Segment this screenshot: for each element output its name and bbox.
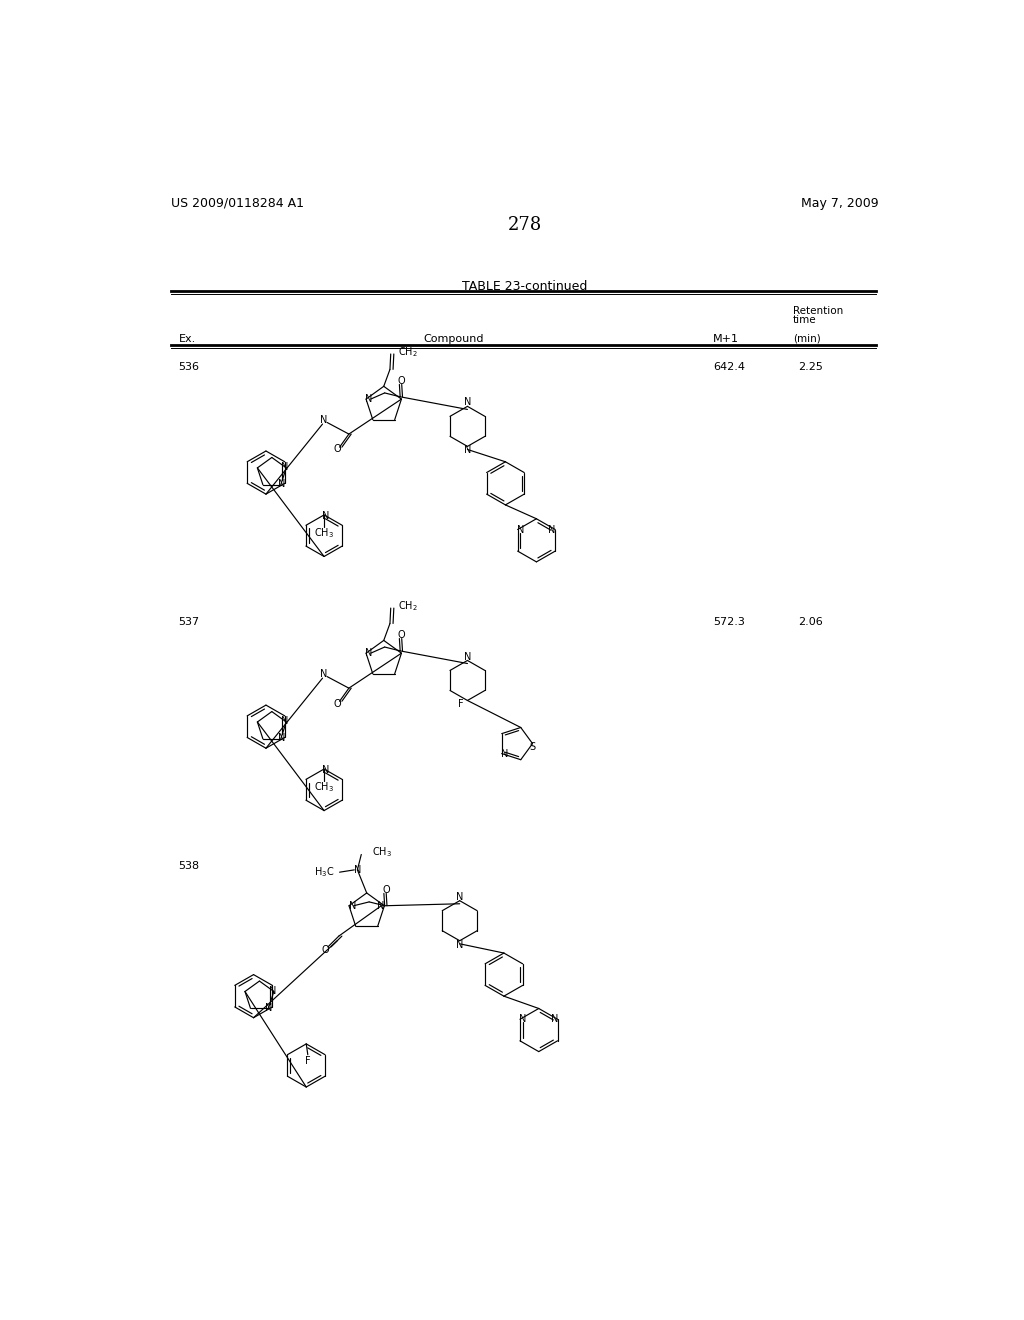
Text: time: time (793, 314, 816, 325)
Text: CH$_3$: CH$_3$ (372, 845, 392, 859)
Text: 536: 536 (178, 363, 200, 372)
Text: N: N (321, 416, 328, 425)
Text: N: N (268, 986, 276, 995)
Text: N: N (549, 524, 556, 535)
Text: O: O (398, 631, 406, 640)
Text: O: O (398, 376, 406, 387)
Text: N: N (551, 1014, 558, 1024)
Text: F: F (459, 700, 464, 709)
Text: O: O (322, 945, 329, 954)
Text: CH$_2$: CH$_2$ (397, 345, 418, 359)
Text: TABLE 23-continued: TABLE 23-continued (462, 280, 588, 293)
Text: N: N (517, 524, 524, 535)
Text: CH$_2$: CH$_2$ (397, 599, 418, 612)
Text: 537: 537 (178, 618, 200, 627)
Text: (min): (min) (793, 334, 820, 345)
Text: Retention: Retention (793, 306, 843, 317)
Text: N: N (321, 669, 328, 680)
Text: N: N (278, 733, 286, 743)
Text: O: O (382, 886, 390, 895)
Text: 278: 278 (508, 216, 542, 234)
Text: N: N (464, 652, 471, 661)
Text: 642.4: 642.4 (713, 363, 745, 372)
Text: May 7, 2009: May 7, 2009 (801, 197, 879, 210)
Text: N: N (519, 1014, 526, 1024)
Text: 538: 538 (178, 861, 200, 871)
Text: N: N (281, 717, 289, 726)
Text: S: S (529, 742, 536, 751)
Text: O: O (334, 445, 341, 454)
Text: N: N (501, 748, 509, 759)
Text: N: N (464, 445, 471, 455)
Text: Ex.: Ex. (178, 334, 196, 345)
Text: N: N (377, 900, 384, 911)
Text: 2.06: 2.06 (799, 618, 823, 627)
Text: M+1: M+1 (713, 334, 739, 345)
Text: O: O (334, 698, 341, 709)
Text: CH$_3$: CH$_3$ (314, 527, 334, 540)
Text: N: N (464, 397, 471, 408)
Text: US 2009/0118284 A1: US 2009/0118284 A1 (171, 197, 304, 210)
Text: H$_3$C: H$_3$C (313, 866, 334, 879)
Text: N: N (281, 462, 289, 473)
Text: N: N (456, 940, 464, 949)
Text: N: N (322, 511, 330, 520)
Text: N: N (366, 395, 373, 404)
Text: N: N (349, 900, 356, 911)
Text: N: N (366, 648, 373, 659)
Text: N: N (278, 479, 286, 488)
Text: F: F (305, 1056, 310, 1065)
Text: N: N (353, 865, 361, 875)
Text: N: N (265, 1003, 272, 1012)
Text: N: N (322, 764, 330, 775)
Text: N: N (456, 892, 464, 902)
Text: CH$_3$: CH$_3$ (314, 780, 334, 795)
Text: 572.3: 572.3 (713, 618, 745, 627)
Text: Compound: Compound (423, 334, 483, 345)
Text: 2.25: 2.25 (799, 363, 823, 372)
